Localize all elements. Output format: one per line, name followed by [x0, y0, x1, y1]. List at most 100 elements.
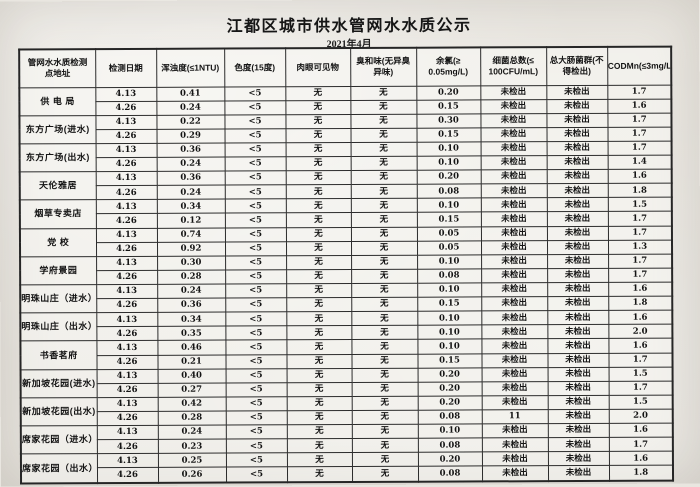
- date-cell: 4.13: [96, 453, 158, 469]
- odor-taste-cell: 无: [351, 396, 418, 411]
- visible-matter-cell: 无: [286, 452, 352, 468]
- bacteria-count-cell: 未检出: [481, 381, 548, 396]
- turbidity-cell: 0.22: [156, 114, 225, 130]
- codmn-cell: 1.7: [607, 225, 672, 241]
- bacteria-count-cell: 未检出: [481, 353, 548, 368]
- coliform-cell: 未检出: [547, 338, 609, 354]
- coliform-cell: 未检出: [547, 268, 609, 283]
- codmn-cell: 1.6: [608, 338, 673, 353]
- bacteria-count-cell: 未检出: [480, 99, 547, 114]
- date-cell: 4.13: [96, 425, 158, 440]
- turbidity-cell: 0.34: [156, 199, 225, 214]
- turbidity-cell: 0.74: [156, 227, 225, 243]
- date-cell: 4.26: [95, 242, 158, 257]
- odor-taste-cell: 无: [351, 339, 418, 355]
- residual-chlorine-cell: 0.05: [416, 226, 481, 241]
- turbidity-cell: 0.25: [157, 453, 226, 468]
- residual-chlorine-cell: 0.20: [417, 452, 482, 467]
- odor-taste-cell: 无: [351, 466, 419, 482]
- codmn-cell: 1.7: [607, 84, 672, 99]
- bacteria-count-cell: 未检出: [480, 226, 547, 241]
- visible-matter-cell: 无: [286, 255, 352, 270]
- odor-taste-cell: 无: [351, 353, 418, 369]
- turbidity-cell: 0.40: [157, 368, 226, 384]
- odor-taste-cell: 无: [350, 113, 417, 129]
- turbidity-cell: 0.21: [157, 354, 226, 370]
- table-row: 4.26 0.26 <5 无无 0.08 未检出 未检出 1.8: [21, 465, 674, 484]
- chroma-cell: <5: [224, 114, 286, 129]
- visible-matter-cell: 无: [286, 438, 352, 454]
- turbidity-cell: 0.24: [156, 185, 225, 200]
- coliform-cell: 未检出: [546, 240, 609, 255]
- residual-chlorine-cell: 0.20: [416, 85, 481, 100]
- turbidity-cell: 0.23: [157, 439, 226, 454]
- codmn-cell: 1.5: [607, 197, 672, 212]
- residual-chlorine-cell: 0.15: [417, 353, 482, 368]
- chroma-cell: <5: [225, 382, 287, 397]
- odor-taste-cell: 无: [350, 184, 417, 199]
- codmn-cell: 1.7: [608, 437, 673, 452]
- odor-taste-cell: 无: [350, 156, 417, 171]
- bacteria-count-cell: 11: [481, 409, 548, 425]
- location-cell: 供 电 局: [19, 87, 96, 116]
- header-row: 管网水水质检测 点地址 检测日期 浑浊度(≤1NTU) 色度(15度) 肉眼可见物 臭和味…: [19, 46, 672, 88]
- turbidity-cell: 0.46: [157, 340, 226, 355]
- residual-chlorine-cell: 0.15: [416, 99, 481, 114]
- chroma-cell: <5: [225, 312, 287, 327]
- odor-taste-cell: 无: [350, 142, 417, 157]
- turbidity-cell: 0.26: [157, 467, 227, 483]
- chroma-cell: <5: [224, 227, 286, 242]
- codmn-cell: 1.7: [608, 253, 673, 269]
- turbidity-cell: 0.24: [157, 284, 226, 299]
- date-cell: 4.13: [95, 86, 157, 102]
- odor-taste-cell: 无: [351, 325, 418, 340]
- residual-chlorine-cell: 0.20: [417, 381, 482, 397]
- coliform-cell: 未检出: [547, 367, 609, 382]
- visible-matter-cell: 无: [285, 156, 351, 171]
- location-cell: 东方广场(进水): [19, 115, 96, 144]
- visible-matter-cell: 无: [286, 466, 353, 483]
- chroma-cell: <5: [225, 453, 287, 468]
- residual-chlorine-cell: 0.05: [416, 240, 482, 256]
- coliform-cell: 未检出: [547, 324, 609, 340]
- residual-chlorine-cell: 0.08: [416, 184, 481, 199]
- location-cell: 党 校: [19, 228, 97, 257]
- chroma-cell: <5: [225, 340, 287, 355]
- odor-taste-cell: 无: [350, 226, 417, 242]
- residual-chlorine-cell: 0.10: [417, 254, 482, 270]
- chroma-cell: <5: [224, 199, 286, 214]
- turbidity-cell: 0.36: [157, 298, 226, 313]
- turbidity-cell: 0.24: [156, 100, 225, 116]
- chroma-cell: <5: [224, 86, 286, 101]
- bacteria-count-cell: 未检出: [480, 183, 547, 199]
- coliform-cell: 未检出: [546, 197, 608, 213]
- location-cell: 烟草专卖店: [19, 199, 96, 229]
- date-cell: 4.26: [96, 467, 159, 484]
- bacteria-count-cell: 未检出: [481, 310, 548, 326]
- date-cell: 4.13: [95, 199, 157, 215]
- bacteria-count-cell: 未检出: [480, 85, 547, 100]
- residual-chlorine-cell: 0.10: [416, 198, 481, 213]
- visible-matter-cell: 无: [286, 410, 352, 425]
- turbidity-cell: 0.35: [157, 326, 226, 341]
- column-header: 浑浊度(≤1NTU): [156, 48, 225, 87]
- date-cell: 4.13: [96, 397, 158, 412]
- visible-matter-cell: 无: [285, 170, 351, 186]
- codmn-cell: 1.7: [607, 141, 672, 156]
- chroma-cell: <5: [225, 410, 287, 426]
- chroma-cell: <5: [225, 255, 287, 270]
- codmn-cell: 1.6: [608, 310, 673, 325]
- chroma-cell: <5: [225, 439, 287, 454]
- codmn-cell: 1.8: [607, 183, 672, 198]
- location-cell: 新加坡花园(进水): [20, 369, 97, 398]
- odor-taste-cell: 无: [350, 212, 417, 228]
- codmn-cell: 1.8: [608, 465, 674, 481]
- location-cell: 书香茗府: [20, 341, 97, 370]
- date-cell: 4.13: [95, 143, 157, 158]
- visible-matter-cell: 无: [286, 311, 352, 327]
- visible-matter-cell: 无: [285, 85, 351, 101]
- location-cell: 明珠山庄（进水）: [20, 284, 97, 314]
- turbidity-cell: 0.92: [156, 241, 226, 257]
- date-cell: 4.13: [96, 312, 158, 327]
- codmn-cell: 1.3: [607, 239, 673, 255]
